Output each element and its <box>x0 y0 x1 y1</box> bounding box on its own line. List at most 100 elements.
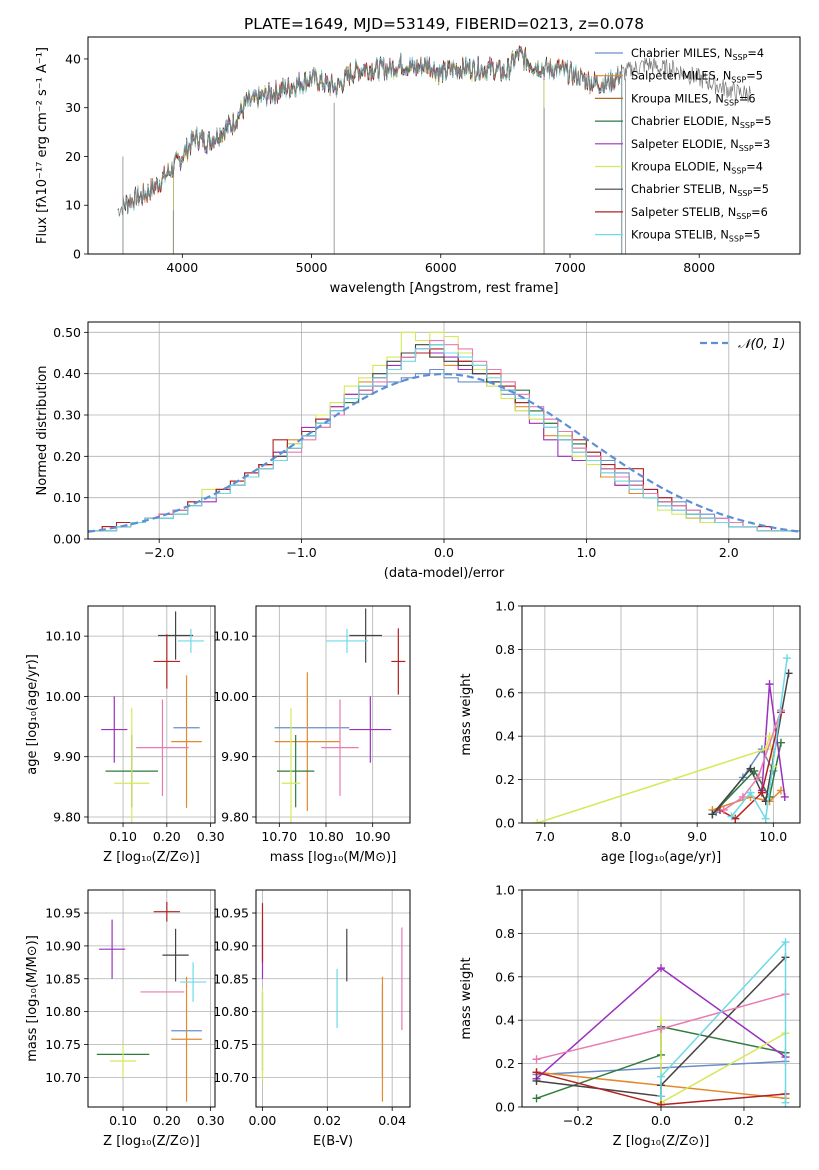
legend-subscript: SSP <box>731 167 746 176</box>
weight-marker <box>780 792 789 801</box>
x-axis-label: E(B-V) <box>313 1134 353 1149</box>
y-tick-label: 10.10 <box>213 629 249 644</box>
x-tick-label: 6000 <box>425 260 457 275</box>
y-tick-label: 10.10 <box>45 629 81 644</box>
weight-marker <box>657 1072 665 1081</box>
chart-mass-vs-ebv: 0.00 0.02 0.04 10.70 10.75 10.80 10.85 10.90 10.… <box>213 889 411 1149</box>
legend-label: Salpeter MILES, NSSP=5 <box>631 70 763 85</box>
chart-residuals: −2.0 −1.0 0.0 1.0 2.0 0.00 0.10 0.20 0.30 0.40 0.5… <box>35 321 801 581</box>
x-tick-label: 5000 <box>296 260 328 275</box>
spectrum-model-line <box>122 47 623 254</box>
plot-area <box>101 611 205 823</box>
weight-marker <box>781 938 790 947</box>
histogram-step <box>88 344 800 532</box>
y-tick-label: 0.4 <box>495 1013 515 1028</box>
y-tick-label: 20 <box>65 149 81 164</box>
y-tick-label: 0.2 <box>495 1056 515 1071</box>
weight-marker <box>532 1094 541 1103</box>
weight-line <box>660 1020 786 1104</box>
axes-frame <box>255 889 411 1108</box>
legend-label: Kroupa ELODIE, NSSP=4 <box>631 161 763 176</box>
legend-subscript: SSP <box>737 189 752 198</box>
y-tick-label: 10.85 <box>45 971 81 986</box>
legend-label: Chabrier MILES, NSSP=4 <box>631 47 764 62</box>
weight-line <box>660 940 787 1103</box>
y-tick-label: 9.90 <box>53 749 81 764</box>
x-axis-label: Z [log₁₀(Z/Z⊙)] <box>103 850 200 865</box>
chart-spectrum: 4000 5000 6000 7000 8000 0 10 20 30 40 wavelength … <box>35 36 801 296</box>
x-tick-label: 8000 <box>683 260 715 275</box>
chart-age-vs-mass: 10.70 10.80 10.90 9.80 9.90 10.00 10.10 mass [l… <box>213 605 411 865</box>
y-tick-label: 0.8 <box>495 642 515 657</box>
y-tick-label: 0.0 <box>495 1100 515 1115</box>
x-tick-label: 2.0 <box>719 545 739 560</box>
legend-label: Salpeter ELODIE, NSSP=3 <box>631 138 770 153</box>
y-tick-label: 10.80 <box>45 1004 81 1019</box>
x-axis-label: Z [log₁₀(Z/Z⊙)] <box>613 1134 710 1149</box>
y-tick-label: 0.0 <box>495 816 515 831</box>
x-tick-label: 10.0 <box>759 829 787 844</box>
axes-frame <box>521 889 801 1108</box>
y-tick-label: 0.00 <box>53 532 81 547</box>
weight-marker <box>532 1055 541 1064</box>
x-tick-label: 7000 <box>554 260 586 275</box>
x-tick-label: 0.00 <box>249 1113 277 1128</box>
y-tick-label: 40 <box>65 51 81 66</box>
x-tick-label: 8.0 <box>611 829 631 844</box>
y-tick-label: 10.70 <box>45 1070 81 1085</box>
weight-marker <box>754 773 763 782</box>
x-tick-label: 10.70 <box>261 829 297 844</box>
chart-weight-vs-age: 7.0 8.0 9.0 10.0 0.0 0.2 0.4 0.6 0.8 1.0 age [log₁… <box>459 599 801 865</box>
x-axis-label: age [log₁₀(age/yr)] <box>601 850 722 865</box>
legend-value: =6 <box>739 92 756 105</box>
y-tick-label: 10.95 <box>45 906 81 921</box>
legend-subscript: SSP <box>739 144 754 153</box>
x-tick-label: 0.02 <box>313 1113 341 1128</box>
legend-label: Chabrier ELODIE, NSSP=5 <box>631 115 771 130</box>
figure-title: PLATE=1649, MJD=53149, FIBERID=0213, z=0… <box>244 15 644 33</box>
x-tick-label: 1.0 <box>576 545 596 560</box>
plot-area <box>532 938 790 1107</box>
legend-label: Salpeter STELIB, NSSP=6 <box>631 206 768 221</box>
weight-marker <box>657 1024 665 1033</box>
x-tick-label: 0.20 <box>153 1113 181 1128</box>
chart-weight-vs-z: −0.2 0.0 0.2 0.0 0.2 0.4 0.6 0.8 1.0 Z [log₁₀(Z/Z… <box>459 883 801 1149</box>
y-tick-label: 0.20 <box>53 449 81 464</box>
weight-line <box>712 789 782 811</box>
x-tick-label: 0.30 <box>197 829 225 844</box>
weight-marker <box>708 810 717 819</box>
weight-marker <box>657 1092 665 1101</box>
axes-frame <box>87 321 801 540</box>
x-tick-label: 10.90 <box>355 829 391 844</box>
x-axis-label: Z [log₁₀(Z/Z⊙)] <box>103 1134 200 1149</box>
x-tick-label: 0.2 <box>734 1113 754 1128</box>
legend-value: =5 <box>755 115 772 128</box>
plot-area <box>274 608 406 823</box>
y-tick-label: 10.90 <box>213 938 249 953</box>
legend-label: Kroupa STELIB, NSSP=5 <box>631 229 760 244</box>
axes-frame <box>255 605 411 824</box>
legend-label: 𝒩(0, 1) <box>738 337 785 352</box>
x-axis-label: mass [log₁₀(M/M⊙)] <box>270 850 397 865</box>
y-tick-label: 10.80 <box>213 1004 249 1019</box>
x-axis-label: (data-model)/error <box>384 566 505 581</box>
legend-value: =5 <box>746 70 763 83</box>
axes-frame <box>87 36 801 255</box>
weight-marker <box>781 1098 790 1107</box>
y-tick-label: 1.0 <box>495 883 515 898</box>
weight-line <box>723 709 782 811</box>
spectrum-model-line <box>122 47 623 254</box>
spectrum-model-line <box>122 45 623 254</box>
weight-marker <box>776 738 785 747</box>
weight-line <box>719 712 782 820</box>
y-tick-label: 10.75 <box>45 1037 81 1052</box>
weight-marker <box>533 819 542 823</box>
x-tick-label: 0.30 <box>197 1113 225 1128</box>
legend-value: =4 <box>746 161 763 174</box>
x-tick-label: 0.20 <box>153 829 181 844</box>
legend-label: Chabrier STELIB, NSSP=5 <box>631 183 769 198</box>
weight-marker <box>746 764 755 773</box>
weight-marker <box>738 792 747 801</box>
legend-subscript: SSP <box>731 76 746 85</box>
